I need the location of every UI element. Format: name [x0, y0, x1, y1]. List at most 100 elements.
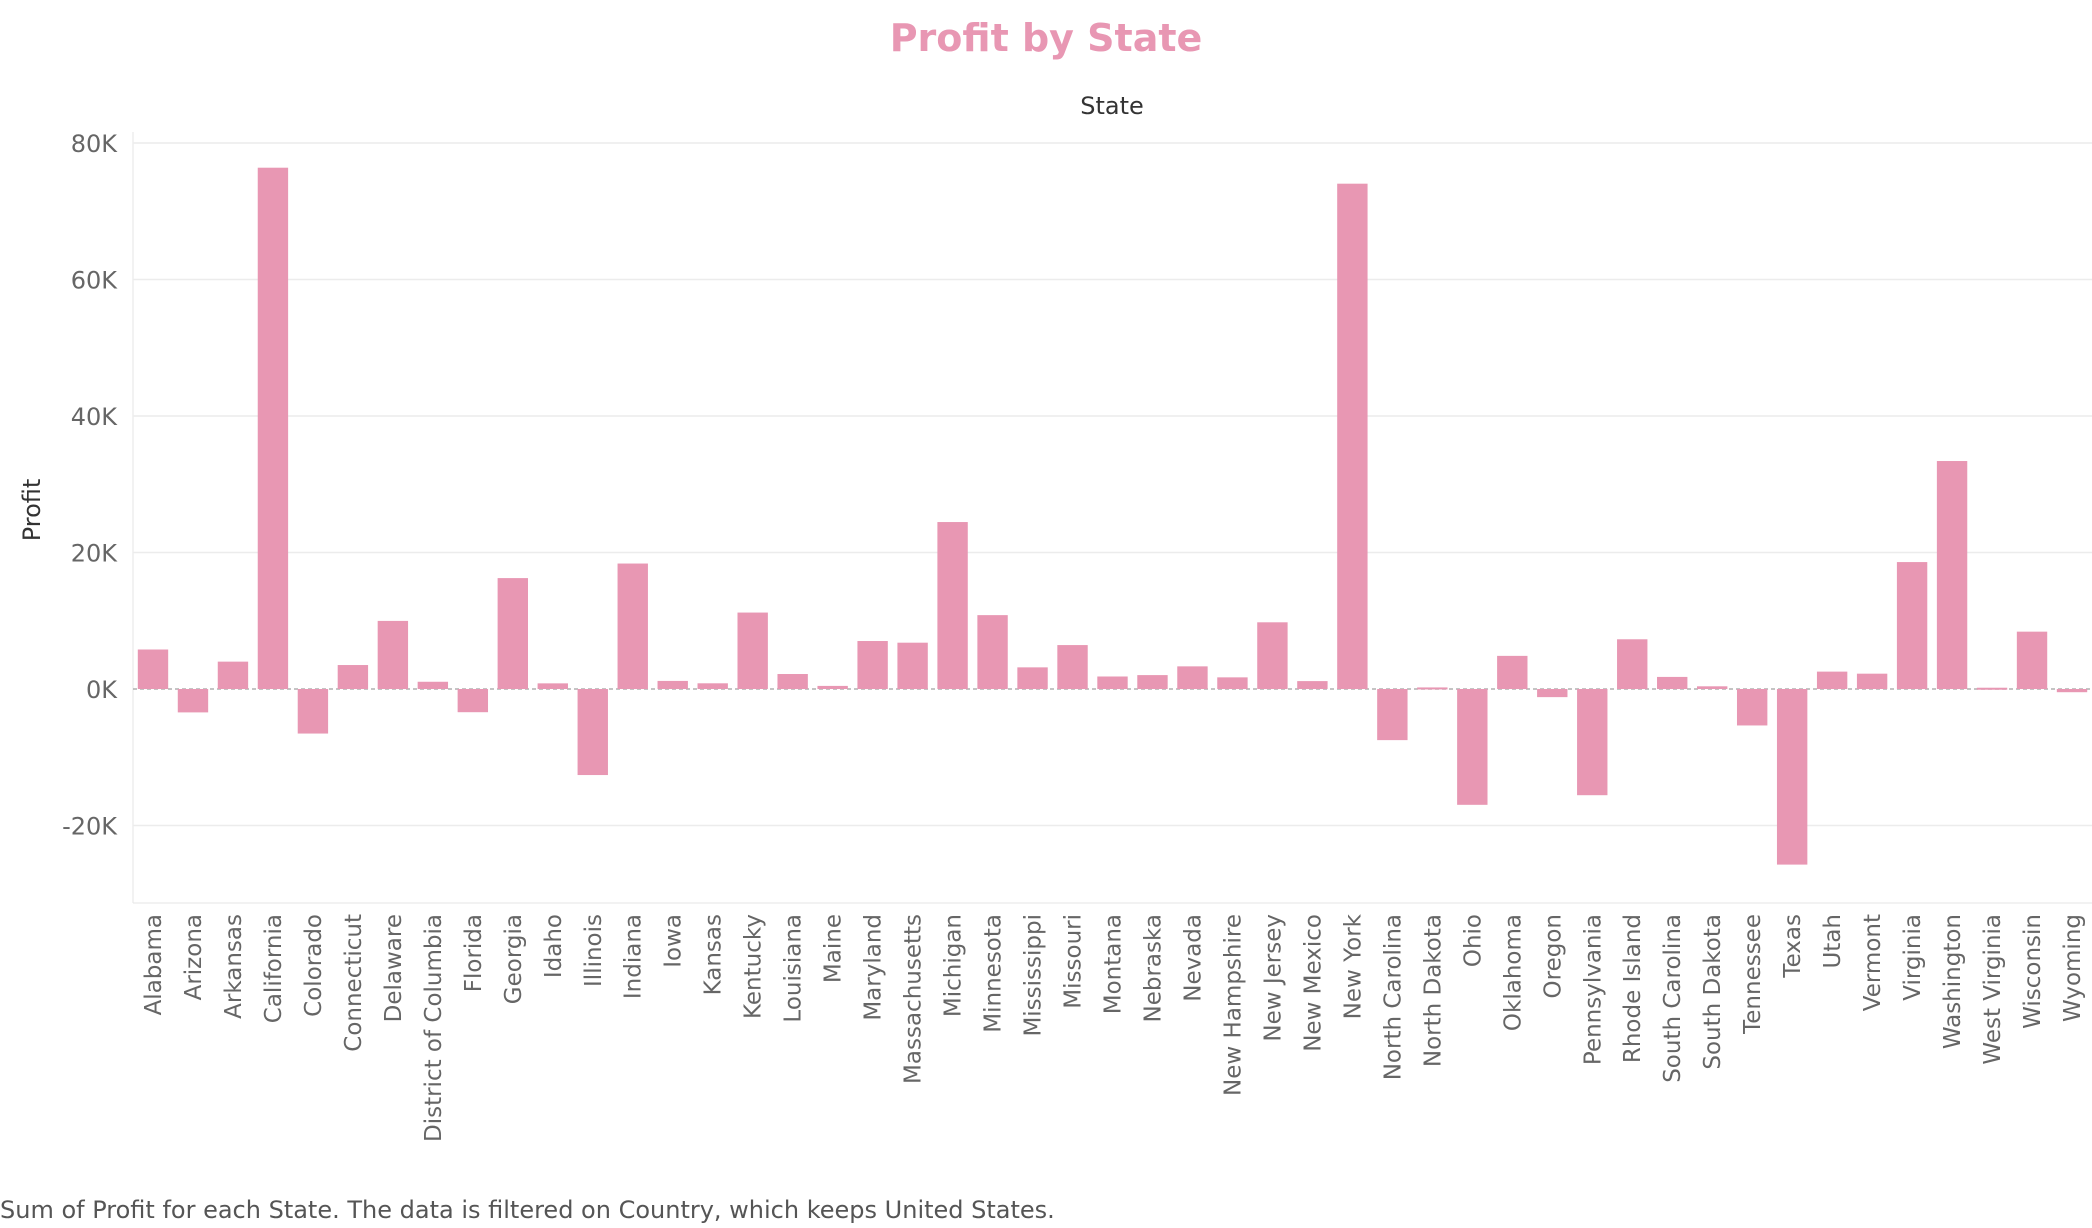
- bar-new-mexico[interactable]: [1297, 681, 1328, 689]
- x-tick-label: Kentucky: [741, 914, 767, 1019]
- y-tick-label: 0K: [86, 676, 118, 704]
- y-axis-ticks: 80K 60K 40K 20K 0K -20K: [62, 130, 118, 841]
- x-tick-label: Kansas: [701, 914, 727, 995]
- bar-illinois[interactable]: [577, 689, 608, 776]
- x-tick-label: Massachusetts: [901, 914, 927, 1084]
- chart-title: Profit by State: [889, 16, 1203, 60]
- x-tick-label: New York: [1340, 913, 1366, 1019]
- y-tick-label: 80K: [71, 130, 119, 158]
- x-tick-label: Vermont: [1860, 914, 1886, 1011]
- bar-north-carolina[interactable]: [1377, 689, 1408, 741]
- bar-virginia[interactable]: [1896, 562, 1928, 689]
- y-tick-label: 60K: [71, 267, 119, 295]
- x-tick-label: Louisiana: [781, 914, 807, 1023]
- bar-maine[interactable]: [817, 685, 848, 689]
- y-tick-label: 20K: [71, 540, 119, 568]
- x-tick-label: North Dakota: [1420, 914, 1446, 1067]
- x-tick-label: Pennsylvania: [1580, 914, 1606, 1065]
- bar-kansas[interactable]: [697, 683, 728, 689]
- bar-wyoming[interactable]: [2056, 689, 2088, 693]
- bar-north-dakota[interactable]: [1417, 687, 1448, 690]
- x-tick-label: North Carolina: [1380, 914, 1406, 1080]
- x-tick-label: South Carolina: [1660, 914, 1686, 1083]
- bar-pennsylvania[interactable]: [1577, 689, 1608, 796]
- bar-connecticut[interactable]: [337, 665, 369, 689]
- bar-south-dakota[interactable]: [1697, 686, 1728, 689]
- bar-mississippi[interactable]: [1017, 667, 1048, 689]
- x-tick-label: Arizona: [181, 914, 207, 1000]
- y-axis-title: Profit: [18, 479, 46, 542]
- x-tick-label: Ohio: [1460, 914, 1486, 967]
- bar-delaware[interactable]: [377, 620, 409, 689]
- bar-alabama[interactable]: [137, 649, 169, 689]
- bar-missouri[interactable]: [1057, 645, 1088, 689]
- bar-district-of-columbia[interactable]: [417, 681, 449, 689]
- x-tick-label: New Mexico: [1300, 914, 1326, 1052]
- x-tick-label: Arkansas: [221, 914, 247, 1019]
- bar-iowa[interactable]: [657, 680, 688, 689]
- bar-california[interactable]: [257, 167, 289, 689]
- bar-new-hampshire[interactable]: [1217, 677, 1248, 689]
- x-tick-label: Wyoming: [2060, 914, 2086, 1022]
- bar-michigan[interactable]: [937, 522, 968, 689]
- bar-nevada[interactable]: [1177, 666, 1208, 689]
- x-tick-label: Minnesota: [981, 914, 1007, 1033]
- bar-colorado[interactable]: [297, 689, 329, 734]
- y-tick-label: -20K: [62, 813, 118, 841]
- bar-rhode-island[interactable]: [1617, 639, 1648, 689]
- bar-louisiana[interactable]: [777, 674, 808, 689]
- bar-arizona[interactable]: [177, 689, 209, 713]
- bar-florida[interactable]: [457, 689, 489, 713]
- bar-ohio[interactable]: [1457, 689, 1488, 805]
- x-tick-label: Nevada: [1180, 914, 1206, 1002]
- x-tick-label: District of Columbia: [421, 914, 447, 1142]
- bar-texas[interactable]: [1776, 689, 1808, 865]
- x-tick-label: Washington: [1940, 914, 1966, 1049]
- x-tick-label: Florida: [461, 914, 487, 992]
- column-header-label: State: [1080, 92, 1144, 120]
- x-tick-label: Colorado: [301, 914, 327, 1017]
- bar-arkansas[interactable]: [217, 661, 249, 689]
- bar-kentucky[interactable]: [737, 612, 768, 689]
- x-tick-label: Texas: [1780, 914, 1806, 979]
- x-tick-label: Georgia: [501, 914, 527, 1004]
- x-tick-label: Missouri: [1061, 914, 1087, 1009]
- y-tick-label: 40K: [71, 403, 119, 431]
- x-tick-label: Connecticut: [341, 914, 367, 1052]
- bar-south-carolina[interactable]: [1657, 676, 1688, 689]
- x-tick-label: Delaware: [381, 914, 407, 1022]
- bar-oregon[interactable]: [1537, 689, 1568, 698]
- x-axis-labels: Alabama Arizona Arkansas California Colorado…: [141, 913, 2086, 1142]
- x-tick-label: Montana: [1101, 914, 1127, 1014]
- x-tick-label: Indiana: [621, 914, 647, 999]
- bar-west-virginia[interactable]: [1976, 687, 2008, 690]
- bar-wisconsin[interactable]: [2016, 631, 2048, 689]
- x-tick-label: Maryland: [861, 914, 887, 1021]
- x-tick-label: Michigan: [941, 914, 967, 1017]
- x-tick-label: Wisconsin: [2020, 914, 2046, 1029]
- bar-new-york[interactable]: [1337, 183, 1368, 689]
- bar-utah[interactable]: [1816, 671, 1848, 689]
- bar-new-jersey[interactable]: [1257, 622, 1288, 689]
- bars: [137, 167, 2088, 865]
- bar-indiana[interactable]: [617, 563, 648, 689]
- bar-georgia[interactable]: [497, 578, 528, 689]
- bar-vermont[interactable]: [1856, 673, 1888, 689]
- x-tick-label: New Jersey: [1260, 914, 1286, 1042]
- x-tick-label: Illinois: [581, 914, 607, 987]
- bar-minnesota[interactable]: [977, 615, 1008, 689]
- x-tick-label: Tennessee: [1740, 914, 1766, 1035]
- bar-idaho[interactable]: [537, 683, 568, 689]
- bar-montana[interactable]: [1097, 676, 1128, 689]
- bar-maryland[interactable]: [857, 641, 888, 689]
- bar-tennessee[interactable]: [1736, 689, 1768, 726]
- x-tick-label: Mississippi: [1021, 914, 1047, 1037]
- bar-washington[interactable]: [1936, 461, 1968, 689]
- bar-oklahoma[interactable]: [1497, 655, 1528, 689]
- bar-nebraska[interactable]: [1137, 675, 1168, 689]
- bar-massachusetts[interactable]: [897, 642, 928, 689]
- x-tick-label: Idaho: [541, 914, 567, 978]
- x-tick-label: South Dakota: [1700, 914, 1726, 1070]
- chart-caption: Sum of Profit for each State. The data i…: [0, 1196, 1055, 1224]
